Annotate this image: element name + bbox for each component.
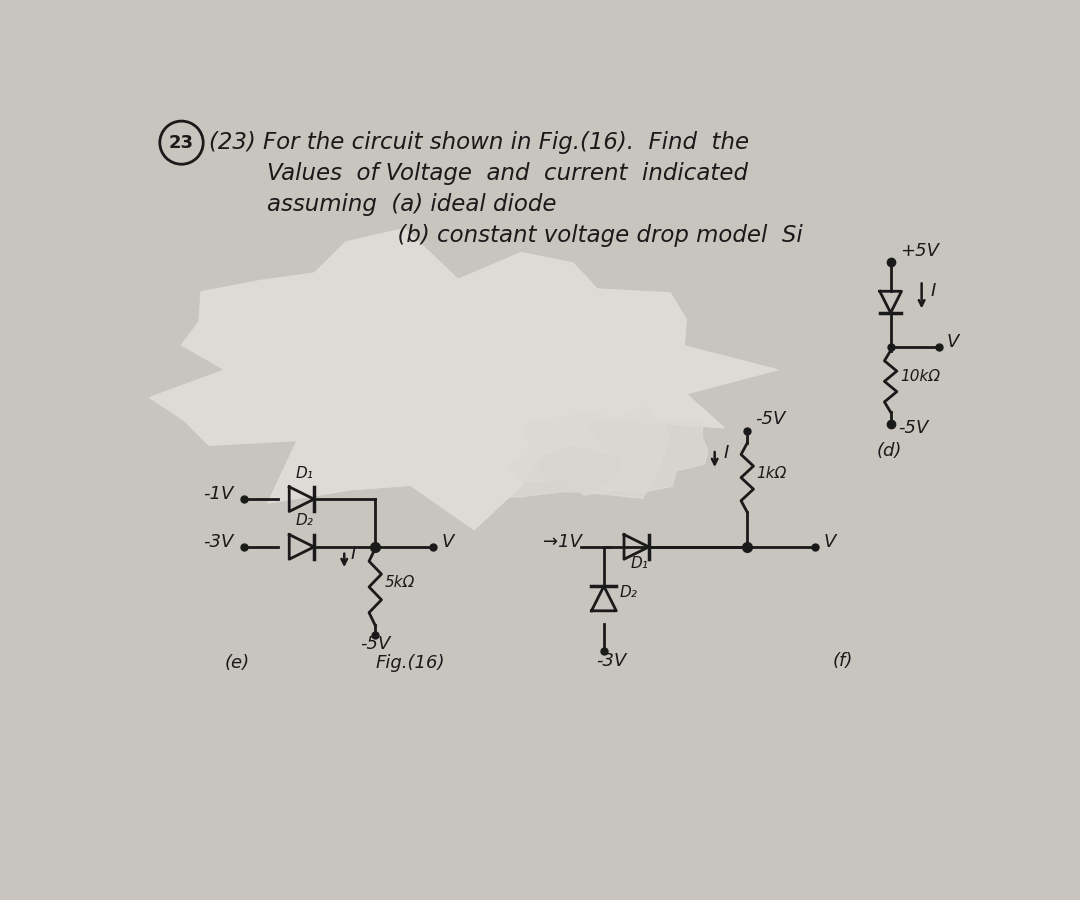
Text: (e): (e) (225, 653, 249, 671)
Text: (23) For the circuit shown in Fig.(16).  Find  the: (23) For the circuit shown in Fig.(16). … (208, 131, 748, 154)
Text: V: V (823, 533, 836, 551)
Polygon shape (369, 328, 687, 500)
Text: D₂: D₂ (619, 585, 637, 600)
Text: D₁: D₁ (631, 556, 648, 572)
Text: 23: 23 (168, 133, 194, 151)
Text: D₁: D₁ (296, 465, 313, 481)
Text: +5V: +5V (900, 242, 939, 260)
Text: V: V (441, 533, 454, 551)
Text: -3V: -3V (596, 652, 626, 670)
Polygon shape (540, 447, 621, 492)
Text: I: I (724, 445, 729, 463)
Text: assuming  (a) ideal diode: assuming (a) ideal diode (208, 193, 556, 216)
Text: D₂: D₂ (296, 513, 313, 528)
Text: -3V: -3V (203, 533, 233, 551)
Polygon shape (509, 406, 707, 495)
Text: -5V: -5V (360, 634, 390, 652)
Text: (f): (f) (833, 652, 853, 670)
Text: -1V: -1V (203, 485, 233, 503)
Text: V: V (946, 333, 959, 351)
Text: (d): (d) (877, 442, 902, 460)
Text: Fig.(16): Fig.(16) (375, 653, 445, 671)
Text: 5kΩ: 5kΩ (384, 575, 415, 590)
Text: -5V: -5V (755, 410, 785, 427)
Text: Values  of Voltage  and  current  indicated: Values of Voltage and current indicated (208, 162, 747, 184)
Text: -5V: -5V (899, 418, 929, 436)
Text: 1kΩ: 1kΩ (757, 465, 787, 481)
Text: I: I (350, 545, 355, 563)
Text: I: I (931, 282, 936, 300)
Polygon shape (150, 229, 778, 529)
Text: 10kΩ: 10kΩ (900, 369, 940, 384)
Text: (b) constant voltage drop model  Si: (b) constant voltage drop model Si (208, 223, 802, 247)
Polygon shape (150, 229, 778, 529)
Text: →1V: →1V (543, 533, 582, 551)
